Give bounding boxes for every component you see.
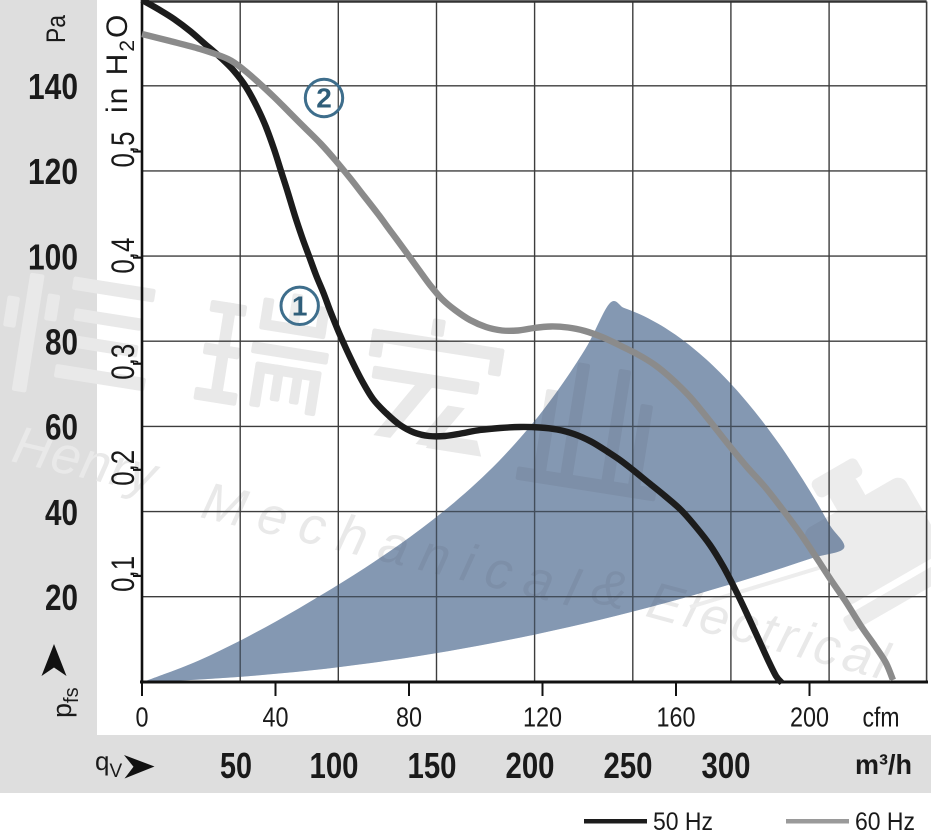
svg-text:0,4: 0,4: [105, 238, 141, 274]
svg-text:150: 150: [408, 745, 457, 786]
svg-text:0,2: 0,2: [105, 450, 141, 486]
svg-text:200: 200: [790, 701, 829, 732]
svg-text:0,3: 0,3: [105, 344, 141, 380]
svg-text:40: 40: [263, 701, 289, 732]
svg-text:140: 140: [28, 66, 78, 107]
svg-text:50: 50: [220, 745, 252, 786]
svg-text:160: 160: [657, 701, 696, 732]
svg-text:cfm: cfm: [863, 701, 900, 732]
svg-text:0,5: 0,5: [105, 132, 141, 168]
svg-text:m³/h: m³/h: [855, 749, 912, 780]
svg-text:200: 200: [506, 745, 555, 786]
svg-text:50 Hz: 50 Hz: [653, 808, 713, 836]
svg-text:120: 120: [523, 701, 562, 732]
svg-text:0: 0: [136, 701, 149, 732]
svg-text:60: 60: [45, 407, 78, 448]
svg-text:250: 250: [604, 745, 653, 786]
svg-text:100: 100: [310, 745, 359, 786]
svg-text:1: 1: [292, 291, 308, 322]
svg-text:80: 80: [396, 701, 422, 732]
svg-text:40: 40: [45, 492, 78, 533]
svg-text:Pa: Pa: [41, 14, 71, 43]
svg-text:100: 100: [28, 236, 78, 277]
svg-text:120: 120: [28, 151, 78, 192]
svg-text:2: 2: [316, 83, 332, 114]
svg-text:80: 80: [45, 322, 78, 363]
svg-text:in H2O: in H2O: [101, 13, 139, 113]
svg-text:300: 300: [702, 745, 751, 786]
svg-text:60 Hz: 60 Hz: [855, 808, 915, 836]
svg-text:0,1: 0,1: [105, 556, 141, 592]
svg-text:20: 20: [45, 577, 78, 618]
